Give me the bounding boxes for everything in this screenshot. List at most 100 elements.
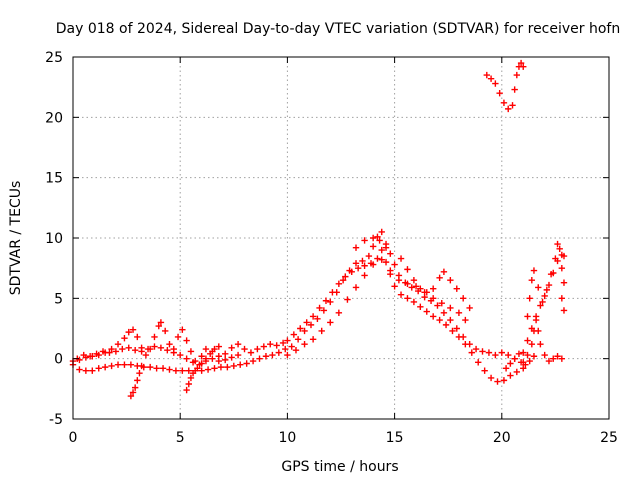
data-point [438,299,445,307]
data-point [378,246,385,254]
data-point [309,313,317,320]
data-point [545,281,553,289]
data-point [524,337,531,344]
data-point [187,348,195,355]
data-point [460,333,467,341]
data-point [209,355,216,362]
data-point [528,325,536,332]
data-point [526,357,533,365]
data-point [249,357,257,365]
data-point [121,334,128,342]
data-point [524,313,531,320]
data-point [224,363,231,371]
data-point [93,350,100,358]
grid-layer [73,57,609,419]
data-point [119,345,126,353]
data-point [108,345,115,353]
data-point [500,377,508,384]
data-point [211,345,218,353]
data-point [560,307,568,314]
data-point [202,355,210,362]
data-point [155,322,162,330]
data-point [151,333,158,341]
data-point [545,357,553,365]
data-point [335,309,343,317]
data-point [151,343,158,350]
data-point [537,302,544,309]
data-point [511,86,518,93]
data-point [187,374,195,382]
data-point [344,296,351,303]
data-point [550,355,557,362]
data-point [472,345,480,353]
data-point [558,264,566,272]
data-point [174,333,182,341]
data-point [466,340,473,348]
data-point [492,351,499,359]
data-point [513,368,521,376]
data-point [114,340,122,348]
y-tick-label: 25 [45,50,63,66]
data-point [505,105,512,113]
data-point [387,267,394,274]
data-point [157,344,165,352]
data-point [134,377,141,384]
data-point [391,283,398,290]
data-point [207,350,214,358]
data-point [395,277,403,284]
data-point [453,325,460,332]
data-point [318,327,325,335]
data-point [131,384,139,391]
data-point [556,245,563,253]
data-point [217,363,225,371]
data-point [369,234,377,242]
data-point [520,349,527,356]
data-point [95,365,102,372]
data-point [198,367,205,374]
data-point [177,351,184,359]
data-point [189,359,197,366]
data-point [535,327,542,335]
data-point [144,345,152,353]
data-point [487,374,495,382]
data-point [243,360,250,367]
data-point [228,344,235,352]
data-point [410,298,418,306]
y-tick-label: 10 [45,231,63,247]
data-point [447,316,454,324]
data-point [198,353,205,360]
data-point [125,344,132,352]
data-point [273,342,280,349]
data-point [125,328,132,336]
data-point [505,351,512,359]
data-point [560,279,568,286]
data-point [558,251,566,259]
data-point [269,351,276,359]
data-point [129,389,137,396]
data-point [543,286,551,294]
data-point [535,284,542,291]
data-point [309,336,317,343]
data-point [314,315,321,323]
data-point [288,343,295,350]
data-point [492,80,499,87]
data-point [204,366,212,373]
data-point [260,343,268,350]
data-point [262,353,270,360]
data-point [254,345,261,353]
data-point [189,369,197,377]
data-point [247,349,255,356]
data-point [76,366,83,373]
data-point [194,365,201,372]
data-point [106,349,113,356]
data-point [303,319,310,326]
data-point [496,90,503,97]
y-tick-label: 0 [54,352,63,368]
data-point [410,277,418,284]
data-point [153,365,160,372]
chart-title: Day 018 of 2024, Sidereal Day-to-day VTE… [56,21,620,37]
data-point [134,333,141,341]
data-point [183,386,190,394]
